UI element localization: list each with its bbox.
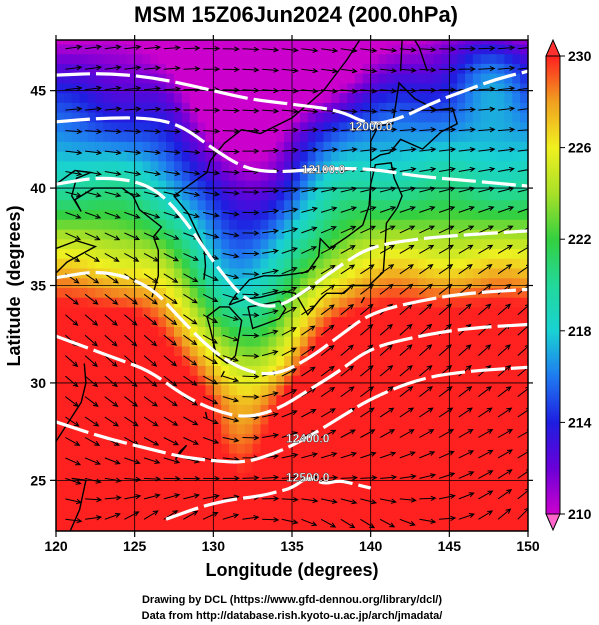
contour-line-6 bbox=[165, 477, 372, 521]
colorbar-scale bbox=[545, 55, 561, 515]
contour-line-0 bbox=[56, 69, 528, 125]
x-tick-label-5: 145 bbox=[438, 538, 462, 554]
x-axis-label: Longitude (degrees) bbox=[205, 560, 378, 580]
y-axis-ticks: 25 30 35 40 45 bbox=[30, 83, 533, 488]
contour-label-5: 12400.0 bbox=[286, 432, 330, 446]
chart-title: MSM 15Z06Jun2024 (200.0hPa) bbox=[134, 2, 458, 27]
colorbar: 210 214 218 222 226 230 bbox=[545, 38, 592, 532]
contour-label-6: 12500.0 bbox=[286, 470, 330, 484]
x-axis-ticks: 120 125 130 135 140 145 150 bbox=[44, 35, 540, 554]
contour-label-0: 12000.0 bbox=[349, 120, 393, 134]
contour-line-5 bbox=[56, 365, 528, 464]
colorbar-over-arrow bbox=[545, 38, 561, 57]
gridlines bbox=[56, 40, 528, 531]
x-tick-label-2: 130 bbox=[202, 538, 226, 554]
contour-label-1: 12100.0 bbox=[302, 163, 346, 177]
credit-drawing: Drawing by DCL (https://www.gfd-dennou.o… bbox=[142, 594, 442, 606]
colorbar-tick-label-3: 222 bbox=[568, 231, 592, 247]
colorbar-tick-label-0: 210 bbox=[568, 506, 592, 522]
credit-data: Data from http://database.rish.kyoto-u.a… bbox=[142, 610, 443, 622]
x-tick-label-4: 140 bbox=[359, 538, 383, 554]
y-tick-label-2: 35 bbox=[30, 278, 46, 294]
contour-line-1 bbox=[56, 116, 528, 188]
x-tick-label-6: 150 bbox=[516, 538, 540, 554]
colorbar-tick-label-4: 226 bbox=[568, 140, 592, 156]
contour-line-3 bbox=[56, 270, 528, 376]
y-tick-label-4: 45 bbox=[30, 83, 46, 99]
y-axis-label: Latitude (degrees) bbox=[4, 205, 24, 366]
contour-line-2 bbox=[56, 176, 528, 308]
y-tick-label-0: 25 bbox=[30, 472, 46, 488]
y-tick-label-1: 30 bbox=[30, 375, 46, 391]
colorbar-under-arrow bbox=[545, 513, 561, 532]
colorbar-tick-label-2: 218 bbox=[568, 323, 592, 339]
colorbar-tick-label-5: 230 bbox=[568, 48, 592, 64]
y-tick-label-3: 40 bbox=[30, 180, 46, 196]
colorbar-tick-label-1: 214 bbox=[568, 414, 592, 430]
contour-line-4 bbox=[56, 322, 528, 418]
x-tick-label-0: 120 bbox=[44, 538, 68, 554]
height-contours: 12000.0 12100.0 12400.0 12500.0 bbox=[56, 69, 528, 521]
temperature-field bbox=[56, 40, 528, 531]
x-tick-label-1: 125 bbox=[123, 538, 147, 554]
x-tick-label-3: 135 bbox=[280, 538, 304, 554]
coastlines bbox=[56, 40, 459, 531]
